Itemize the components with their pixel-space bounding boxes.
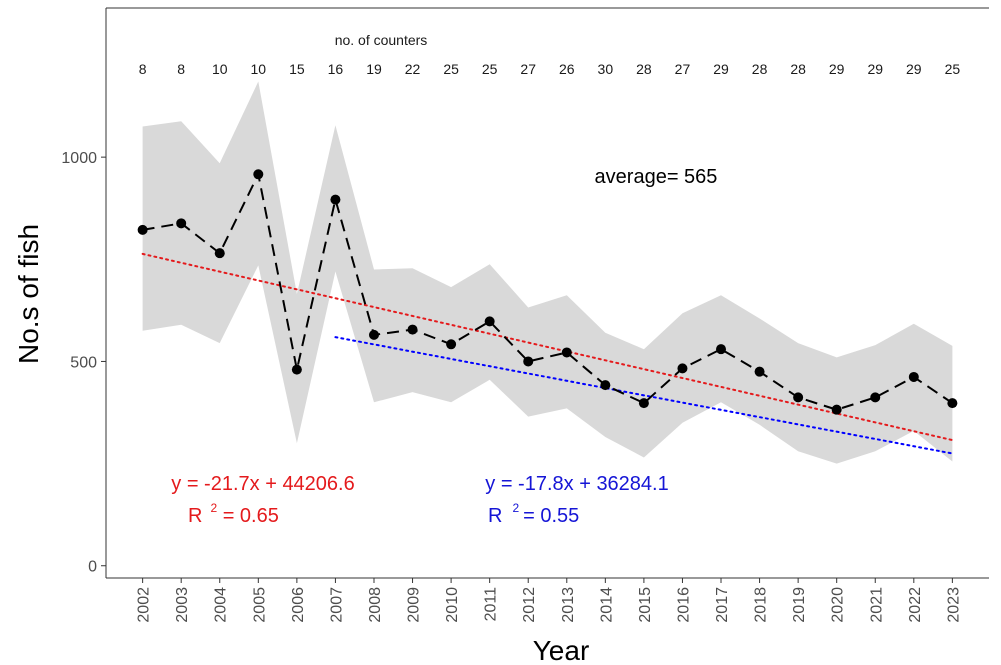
x-tick-label-2011: 2011 — [483, 587, 500, 622]
y-axis-title: No.s of fish — [13, 224, 44, 364]
counter-label-2023: 25 — [945, 61, 961, 77]
counter-label-2005: 10 — [251, 61, 267, 77]
x-axis-title: Year — [533, 635, 590, 665]
label-layer: 0 500 1000 2002 8 2003 8 2004 10 2005 10 2006 15 2007… — [61, 61, 962, 623]
data-point-2015 — [638, 398, 649, 409]
confidence-band-layer — [142, 81, 953, 464]
average-annotation: average= 565 — [595, 166, 718, 188]
trendline-red — [141, 252, 954, 442]
x-tick-label-2022: 2022 — [907, 587, 924, 623]
x-tick-label-2014: 2014 — [598, 587, 615, 623]
blue-r-superscript: 2 — [512, 501, 519, 515]
x-tick-label-2013: 2013 — [560, 587, 577, 623]
x-tick-label-2021: 2021 — [868, 587, 885, 623]
counter-label-2016: 27 — [675, 61, 691, 77]
x-tick-label-2009: 2009 — [406, 587, 423, 623]
counter-label-2009: 22 — [405, 61, 421, 77]
series-line — [142, 171, 953, 411]
x-tick-label-2006: 2006 — [290, 587, 307, 623]
x-tick-label-2002: 2002 — [136, 587, 153, 623]
counter-label-2021: 29 — [867, 61, 883, 77]
counter-label-2003: 8 — [177, 61, 185, 77]
counter-label-2017: 29 — [713, 61, 729, 77]
counter-label-2020: 29 — [829, 61, 845, 77]
counter-label-2007: 16 — [328, 61, 344, 77]
data-point-2010 — [446, 339, 457, 350]
red-r-value: = 0.65 — [217, 505, 279, 527]
data-point-2016 — [677, 363, 688, 374]
blue-r-value: = 0.55 — [523, 505, 579, 527]
data-point-2022 — [908, 371, 919, 382]
x-tick-label-2019: 2019 — [791, 587, 808, 623]
x-tick-label-2018: 2018 — [753, 587, 770, 623]
x-tick-label-2004: 2004 — [213, 587, 230, 623]
confidence-band — [142, 81, 953, 464]
data-point-2002 — [137, 224, 148, 235]
counter-label-2011: 25 — [482, 61, 498, 77]
x-tick-label-2008: 2008 — [367, 587, 384, 623]
data-point-2018 — [754, 366, 765, 377]
series-point-layer — [137, 169, 958, 415]
data-point-2011 — [484, 316, 495, 327]
x-tick-label-2003: 2003 — [174, 587, 191, 623]
counter-label-2006: 15 — [289, 61, 305, 77]
data-point-2012 — [523, 356, 534, 367]
counters-title: no. of counters — [335, 32, 428, 48]
counter-label-2004: 10 — [212, 61, 228, 77]
red-r-prefix: R — [188, 505, 202, 527]
data-point-2006 — [291, 364, 302, 375]
red-trend-equation: y = -21.7x + 44206.6 — [171, 473, 354, 495]
counter-label-2010: 25 — [443, 61, 459, 77]
data-point-2023 — [947, 398, 958, 409]
counter-label-2012: 27 — [520, 61, 536, 77]
data-point-2017 — [716, 344, 727, 355]
blue-r-prefix: R — [488, 505, 502, 527]
red-r-superscript: 2 — [210, 501, 217, 515]
blue-trend-r2: R 2 = 0.55 — [488, 501, 579, 527]
counter-label-2019: 28 — [790, 61, 806, 77]
x-tick-label-2020: 2020 — [830, 587, 847, 623]
data-point-2004 — [214, 248, 225, 259]
series-line-layer — [142, 171, 953, 411]
x-tick-label-2007: 2007 — [328, 587, 345, 623]
data-point-2019 — [793, 392, 804, 403]
counter-label-2014: 30 — [598, 61, 614, 77]
y-tick-label-1000: 1000 — [61, 150, 97, 167]
x-tick-label-2005: 2005 — [251, 587, 268, 623]
x-tick-label-2017: 2017 — [714, 587, 731, 623]
data-point-2008 — [368, 329, 379, 340]
data-point-2021 — [870, 392, 881, 403]
x-tick-label-2016: 2016 — [676, 587, 693, 623]
x-tick-label-2015: 2015 — [637, 587, 654, 623]
data-point-2005 — [253, 169, 264, 180]
data-point-2013 — [561, 347, 572, 358]
x-tick-label-2010: 2010 — [444, 587, 461, 623]
data-point-2014 — [600, 380, 611, 391]
counter-label-2002: 8 — [139, 61, 147, 77]
data-point-2009 — [407, 324, 418, 335]
data-point-2020 — [831, 404, 842, 415]
counter-label-2015: 28 — [636, 61, 652, 77]
y-tick-label-500: 500 — [70, 354, 97, 371]
counter-label-2022: 29 — [906, 61, 922, 77]
blue-trend-equation: y = -17.8x + 36284.1 — [485, 473, 668, 495]
counter-label-2018: 28 — [752, 61, 768, 77]
axis-layer — [101, 7, 989, 583]
x-tick-label-2012: 2012 — [521, 587, 538, 623]
y-tick-label-0: 0 — [88, 559, 97, 576]
data-point-2007 — [330, 194, 341, 205]
trendline-blue — [334, 336, 954, 455]
trendline-layer — [141, 252, 954, 455]
counter-label-2008: 19 — [366, 61, 382, 77]
data-point-2003 — [176, 218, 187, 229]
x-tick-label-2023: 2023 — [945, 587, 962, 623]
counter-label-2013: 26 — [559, 61, 575, 77]
